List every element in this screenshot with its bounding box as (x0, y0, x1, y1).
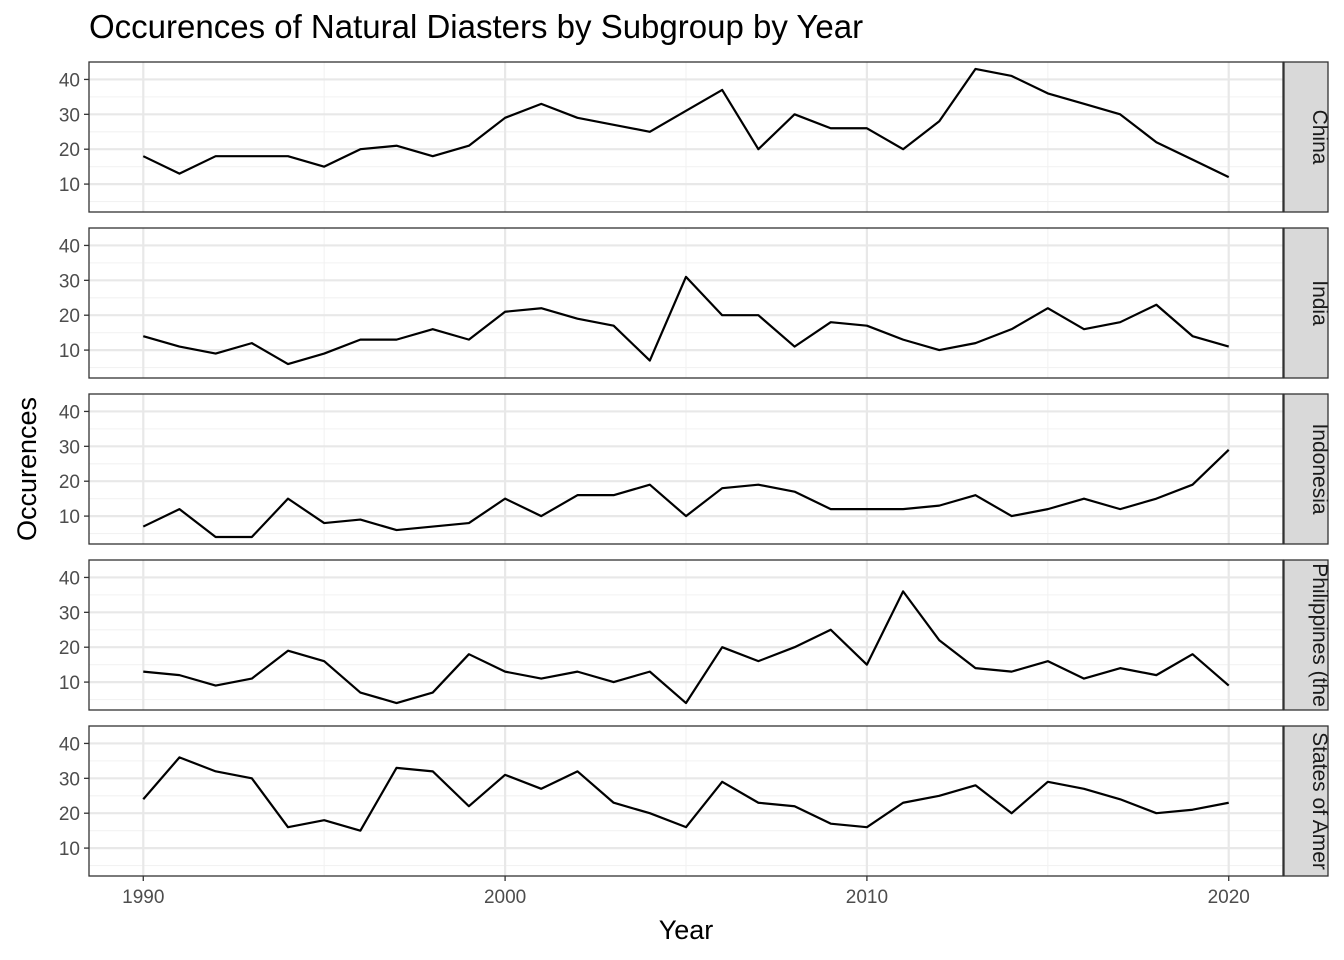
y-tick-label: 10 (59, 175, 80, 196)
y-tick-label: 30 (59, 437, 80, 458)
y-tick-label: 30 (59, 769, 80, 790)
y-tick-label: 30 (59, 603, 80, 624)
panel-border (88, 227, 1284, 379)
facet-panel: 10 20 30 40 Indonesia (59, 393, 1331, 545)
y-tick-label: 10 (59, 341, 80, 362)
facet-strip-label: Indonesia (1308, 423, 1331, 514)
x-axis: 1990 2000 2010 2020 (122, 876, 1250, 908)
series-line (142, 756, 1229, 832)
y-tick-label: 20 (59, 140, 80, 161)
series-line (142, 67, 1230, 179)
facet-panel: 10 20 30 40 China (59, 61, 1331, 213)
chart-title: Occurences of Natural Diasters by Subgro… (89, 8, 863, 45)
facet-strip (1283, 61, 1329, 213)
panel-border (88, 61, 1284, 213)
y-tick-label: 40 (59, 70, 80, 91)
series-line (142, 275, 1230, 366)
y-tick-label: 20 (59, 306, 80, 327)
facet-panel: 10 20 30 40 States of Amer (59, 725, 1331, 877)
facet-strip-label-wrap: Indonesia (1308, 423, 1331, 514)
facet-panel: 10 20 30 40 Philippines (the (59, 559, 1331, 711)
x-axis-title: Year (659, 915, 714, 945)
y-tick-label: 40 (59, 734, 80, 755)
y-tick-label: 40 (59, 236, 80, 257)
facet-strip-label: States of Amer (1308, 732, 1331, 870)
facet-strip-label-wrap: India (1308, 280, 1331, 326)
y-tick-label: 40 (59, 568, 80, 589)
panel-border (88, 725, 1284, 877)
y-tick-label: 30 (59, 105, 80, 126)
panel-border (88, 559, 1284, 711)
facet-strip-label: Philippines (the (1308, 563, 1331, 707)
panel-border (88, 393, 1284, 545)
facet-strip-label-wrap: Philippines (the (1308, 563, 1331, 707)
x-tick-label: 1990 (122, 887, 164, 908)
facet-strip-label: India (1308, 280, 1331, 326)
x-tick-label: 2020 (1208, 887, 1250, 908)
facet-strip-label-wrap: China (1308, 110, 1331, 165)
facet-strip-label-wrap: States of Amer (1308, 732, 1331, 870)
y-tick-label: 20 (59, 472, 80, 493)
y-axis-title: Occurences (12, 397, 42, 541)
y-tick-label: 10 (59, 673, 80, 694)
y-tick-label: 10 (59, 507, 80, 528)
y-tick-label: 40 (59, 402, 80, 423)
facet-strip (1283, 725, 1329, 877)
facet-strip (1283, 227, 1329, 379)
facet-panel: 10 20 30 40 India (59, 227, 1331, 379)
y-tick-label: 10 (59, 839, 80, 860)
series-line (142, 449, 1230, 539)
y-tick-label: 20 (59, 638, 80, 659)
y-tick-label: 30 (59, 271, 80, 292)
series-line (143, 590, 1230, 705)
facet-strip-label: China (1308, 110, 1331, 165)
facet-strip (1283, 393, 1329, 545)
y-tick-label: 20 (59, 804, 80, 825)
facet-panels: 10 20 30 40 China 10 20 30 40 India 10 20 30 40 Indone… (59, 61, 1331, 877)
x-tick-label: 2000 (484, 887, 526, 908)
x-tick-label: 2010 (846, 887, 888, 908)
facet-strip (1283, 559, 1329, 711)
